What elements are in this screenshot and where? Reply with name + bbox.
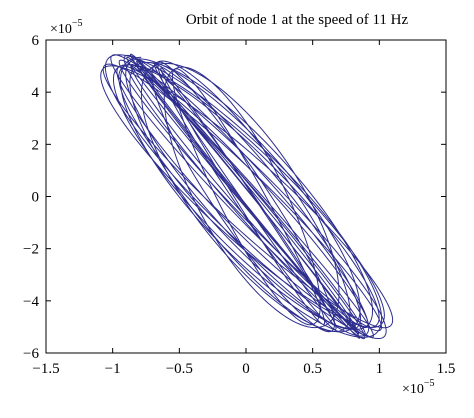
x-tick-label: −1.5 [32, 361, 59, 377]
y-tick-label: −6 [23, 346, 39, 362]
y-tick-label: −2 [23, 242, 39, 258]
x-tick-label: −0.5 [166, 361, 193, 377]
x-multiplier-base: ×10 [402, 382, 424, 397]
x-axis-multiplier: ×10−5 [402, 378, 435, 397]
orbit-series [100, 53, 394, 340]
y-multiplier-base: ×10 [50, 22, 72, 37]
y-tick-label: 2 [32, 137, 40, 153]
x-tick-label: 1.5 [437, 361, 456, 377]
y-axis-multiplier: ×10−5 [50, 18, 83, 37]
x-tick-label: 0 [242, 361, 250, 377]
orbit-line [100, 53, 394, 340]
x-tick-label: 0.5 [303, 361, 322, 377]
x-tick-label: −1 [105, 361, 121, 377]
y-tick-label: 6 [32, 33, 40, 49]
y-tick-label: 0 [32, 190, 40, 206]
x-axis-ticks: −1.5 −1 −0.5 0 0.5 1 1.5 [32, 40, 455, 377]
y-axis-ticks: −6 −4 −2 0 2 4 6 [23, 33, 446, 362]
y-tick-label: 4 [32, 85, 40, 101]
plot-background [46, 40, 446, 353]
y-tick-label: −4 [23, 294, 39, 310]
chart-title: Orbit of node 1 at the speed of 11 Hz [186, 12, 409, 28]
x-tick-label: 1 [376, 361, 384, 377]
y-multiplier-exponent: −5 [72, 18, 83, 29]
x-multiplier-exponent: −5 [424, 378, 435, 389]
